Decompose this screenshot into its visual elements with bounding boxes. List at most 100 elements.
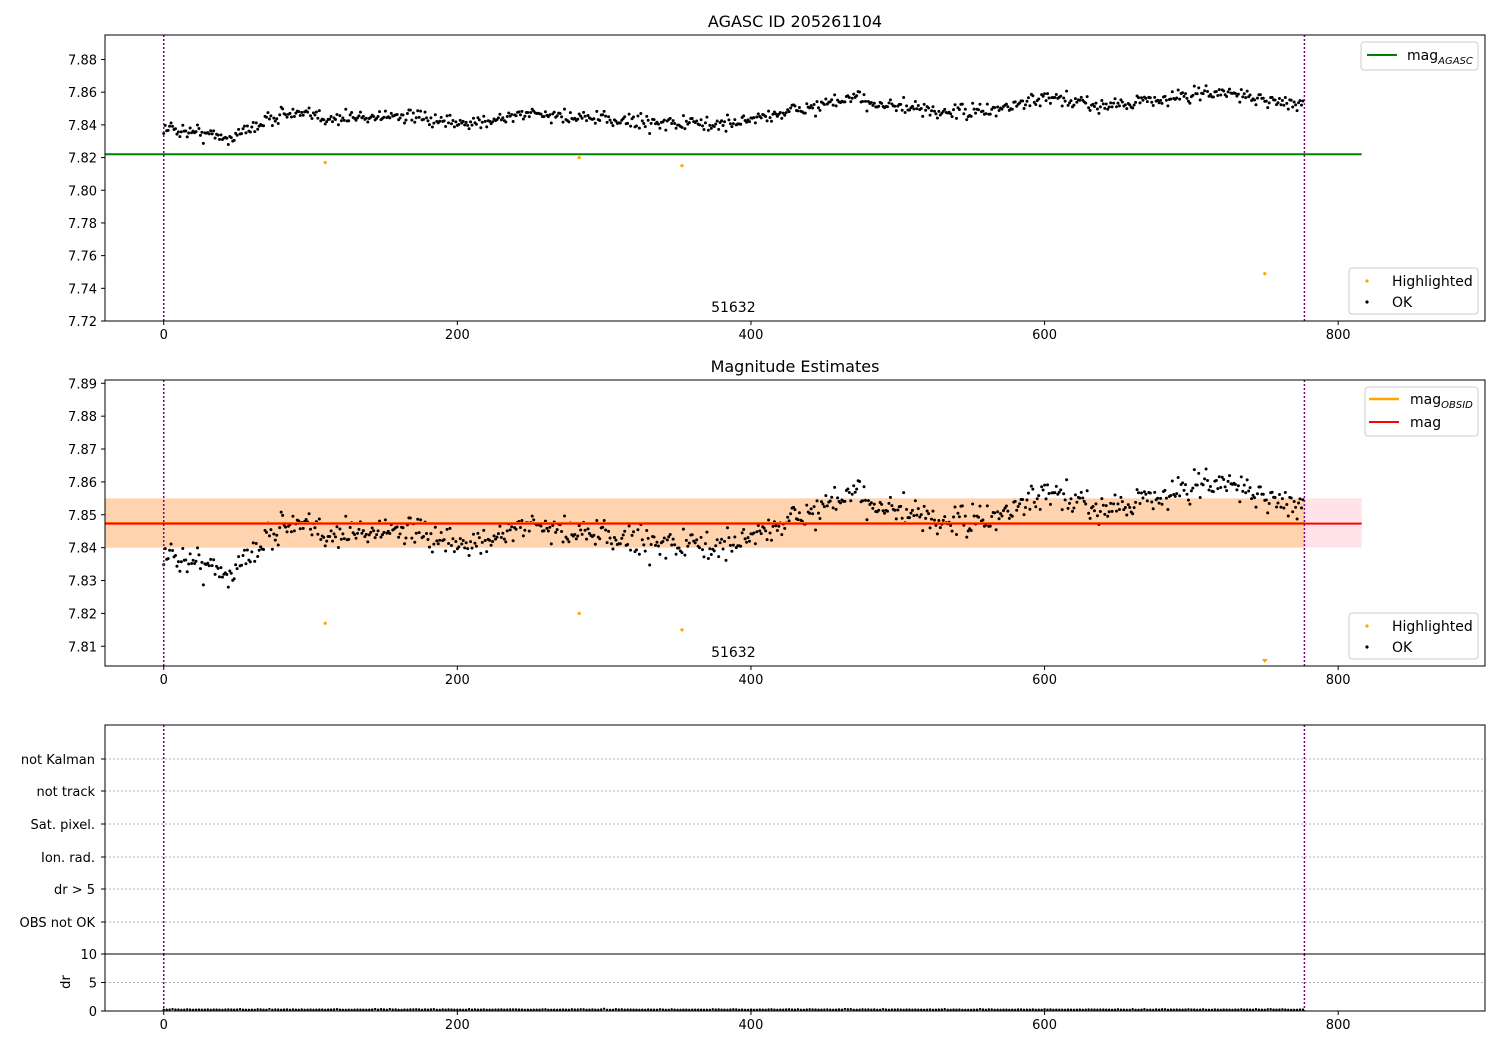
ok-point [1139,96,1143,100]
ok-point [219,566,223,570]
ok-point [476,531,480,535]
ok-point [1062,492,1066,496]
dr-point [456,1008,459,1011]
ok-point [770,538,774,542]
dr-point [773,1008,776,1011]
ok-point [397,535,401,539]
ok-point [850,492,854,496]
dr-point [420,1008,424,1012]
axes-frame [104,379,1486,667]
ok-point [1276,501,1280,505]
ok-point [709,553,713,557]
ok-point [1186,498,1190,502]
ok-point [1072,103,1076,107]
ok-point [1085,95,1089,99]
x-tick-label: 400 [739,1018,764,1033]
dr-point [1228,1008,1231,1011]
dr-point [1204,1008,1208,1012]
ok-point [899,102,903,106]
ok-point [950,115,954,119]
ok-point [1095,514,1099,518]
dr-point [1175,1008,1178,1011]
dr-point [232,1008,236,1011]
ok-point [890,504,894,508]
dr-point [743,1008,747,1012]
ok-point [611,547,615,551]
ok-point [501,531,505,535]
dr-point [285,1008,289,1011]
ok-point [1184,483,1188,487]
ok-point [1219,486,1223,490]
ok-point [561,540,565,544]
ok-point [563,514,567,518]
ok-point [796,109,800,113]
ok-point [1254,103,1258,107]
ok-point [1188,101,1192,105]
x-tick-label: 800 [1326,328,1351,343]
ok-point [1046,483,1050,487]
ok-point [549,121,553,125]
dr-point [1231,1008,1234,1011]
ok-point [242,548,246,552]
ok-point [720,119,724,123]
dr-point [1002,1008,1005,1011]
ok-point [432,542,436,546]
ok-point [937,518,941,522]
dr-point [855,1008,858,1011]
ok-point [460,542,464,546]
ok-point [1021,99,1025,103]
ok-point [834,104,838,108]
ok-point [449,543,453,547]
ok-point [984,112,988,116]
dr-point [585,1008,588,1012]
ok-point [209,129,213,133]
dr-point [1240,1008,1243,1011]
ok-point [869,101,873,105]
ok-point [1178,97,1182,101]
ok-point [179,130,183,134]
dr-point [1181,1008,1184,1011]
ok-point [885,509,889,513]
ok-point [1054,484,1058,488]
ok-point [466,547,470,551]
dr-point [1146,1008,1149,1012]
dr-point [1234,1008,1237,1011]
ok-point [1041,94,1045,98]
ok-point [248,560,252,564]
ok-point [698,123,702,127]
dr-point [987,1008,990,1011]
ok-point [1112,101,1116,105]
legend-label-ok: OK [1392,295,1413,311]
x-tick-label: 200 [445,1018,470,1033]
ok-point [645,529,649,533]
ok-point [1004,504,1008,508]
dr-point [1190,1008,1193,1011]
ok-point [361,114,365,118]
ok-point [1103,512,1107,516]
ok-point [662,118,666,122]
ok-point [425,116,429,120]
ok-point [417,531,421,535]
ok-point [461,119,465,123]
dr-point [1034,1008,1037,1012]
ok-point [364,116,368,120]
ok-point [768,116,772,120]
ok-point [637,552,641,556]
ok-point [1233,91,1237,95]
ok-point [758,529,762,533]
ok-point [706,556,710,560]
ok-point [1267,101,1271,105]
ok-point [687,121,691,125]
ok-point [1267,501,1271,505]
dr-point [1031,1008,1035,1011]
ok-point [254,542,258,546]
ok-point [402,542,406,546]
ok-point [756,523,760,527]
ok-point [916,507,920,511]
ok-point [781,111,785,115]
dr-point [215,1008,218,1011]
ok-point [990,514,994,518]
ok-point [376,115,380,119]
ok-point [378,519,382,523]
ok-point [902,491,906,495]
